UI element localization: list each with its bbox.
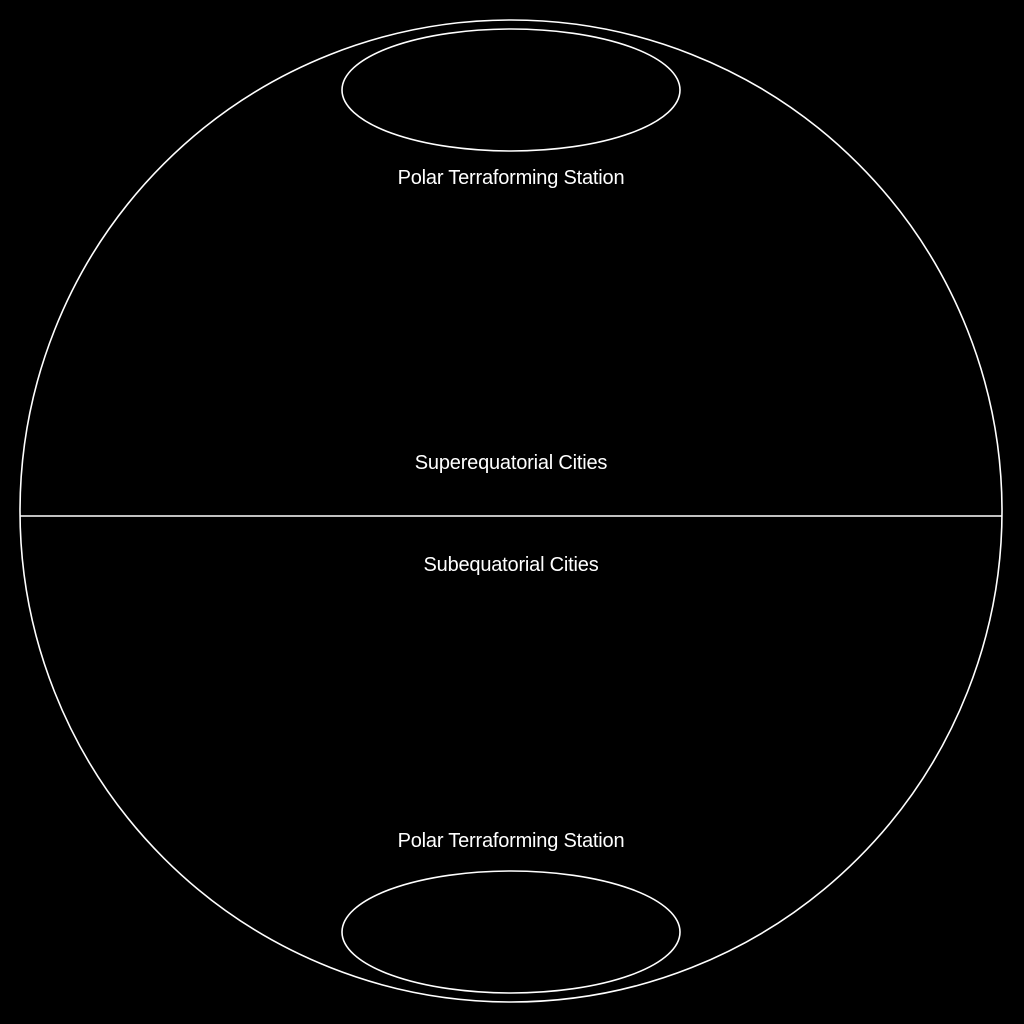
planet-outline <box>19 19 1003 1003</box>
south-polar-station-ring <box>341 870 681 994</box>
north-polar-station-ring <box>341 28 681 152</box>
north-polar-station-label: Polar Terraforming Station <box>397 167 625 189</box>
south-polar-station-label: Polar Terraforming Station <box>397 830 625 852</box>
subequatorial-cities-label: Subequatorial Cities <box>423 554 599 576</box>
superequatorial-cities-label: Superequatorial Cities <box>414 452 608 474</box>
